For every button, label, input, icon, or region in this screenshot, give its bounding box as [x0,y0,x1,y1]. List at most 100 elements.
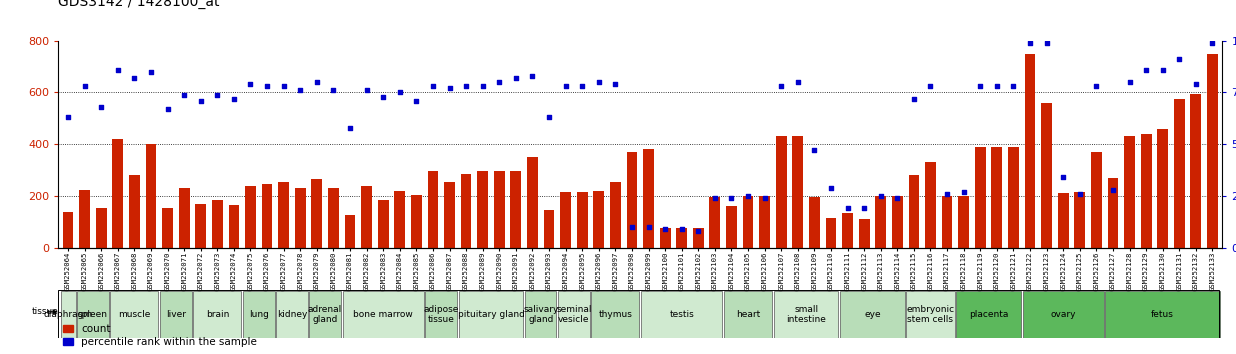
Point [572,84,592,89]
Text: placenta: placenta [969,310,1009,319]
Point [440,86,460,91]
Bar [991,147,1002,248]
Text: embryonic
stem cells: embryonic stem cells [906,305,954,324]
Bar [776,137,786,248]
Point [74,84,94,89]
Bar [378,200,388,248]
Point [523,73,543,79]
FancyBboxPatch shape [425,291,457,338]
Bar [1074,192,1085,248]
Text: ovary: ovary [1051,310,1075,319]
FancyBboxPatch shape [1022,291,1104,338]
Bar [444,182,455,248]
Bar [527,157,538,248]
Point [705,195,724,201]
Point [58,114,78,120]
Bar [394,191,405,248]
FancyBboxPatch shape [957,291,1021,338]
Point [257,84,277,89]
Bar [311,179,323,248]
Bar [79,189,90,248]
Bar [1157,129,1168,248]
Bar [1208,54,1217,248]
Point [639,224,659,230]
Point [174,92,194,97]
FancyBboxPatch shape [61,291,75,338]
FancyBboxPatch shape [161,291,192,338]
Text: GDS3142 / 1428100_at: GDS3142 / 1428100_at [58,0,220,9]
Text: thymus: thymus [598,310,633,319]
Point [606,81,625,87]
Point [1169,57,1189,62]
Point [988,84,1007,89]
Point [489,79,509,85]
FancyBboxPatch shape [840,291,905,338]
Bar [96,208,106,248]
Legend: count, percentile rank within the sample: count, percentile rank within the sample [63,324,257,347]
Point [887,195,907,201]
Point [273,84,293,89]
Bar [245,185,256,248]
Text: tissue: tissue [32,307,58,316]
Point [456,84,476,89]
Text: heart: heart [735,310,760,319]
Text: pituitary gland: pituitary gland [457,310,524,319]
FancyBboxPatch shape [342,291,424,338]
Bar [643,149,654,248]
Bar [63,212,73,248]
Point [1187,81,1206,87]
Bar [1041,103,1052,248]
Point [1103,187,1122,193]
FancyBboxPatch shape [591,291,639,338]
FancyBboxPatch shape [243,291,274,338]
Bar [842,213,853,248]
Bar [859,219,870,248]
Bar [693,228,703,248]
Text: lung: lung [248,310,268,319]
Point [805,148,824,153]
Point [937,191,957,197]
Point [921,84,941,89]
Point [622,224,641,230]
FancyBboxPatch shape [525,291,556,338]
Text: brain: brain [205,310,229,319]
Point [771,84,791,89]
Point [224,96,243,102]
Bar [676,228,687,248]
Bar [477,171,488,248]
Point [307,79,326,85]
Point [290,87,310,93]
Bar [262,184,272,248]
Bar [179,188,189,248]
Point [1120,79,1140,85]
Bar [510,171,522,248]
Bar [295,188,305,248]
Point [787,79,807,85]
Bar [1174,99,1184,248]
Text: salivary
gland: salivary gland [523,305,559,324]
FancyBboxPatch shape [724,291,772,338]
Point [755,195,775,201]
Bar [1025,54,1036,248]
Bar [611,182,620,248]
Text: small
intestine: small intestine [786,305,826,324]
Point [821,185,840,190]
FancyBboxPatch shape [276,291,308,338]
Bar [1107,178,1119,248]
Bar [1190,94,1201,248]
Point [688,228,708,234]
Bar [660,228,670,248]
Bar [211,200,222,248]
Point [854,206,874,211]
Point [970,84,990,89]
Text: bone marrow: bone marrow [353,310,413,319]
Bar [892,196,902,248]
FancyBboxPatch shape [309,291,341,338]
Bar [958,196,969,248]
Point [838,206,858,211]
Text: fetus: fetus [1151,310,1174,319]
Text: eye: eye [864,310,881,319]
FancyBboxPatch shape [906,291,954,338]
Text: adrenal
gland: adrenal gland [308,305,342,324]
FancyBboxPatch shape [559,291,590,338]
